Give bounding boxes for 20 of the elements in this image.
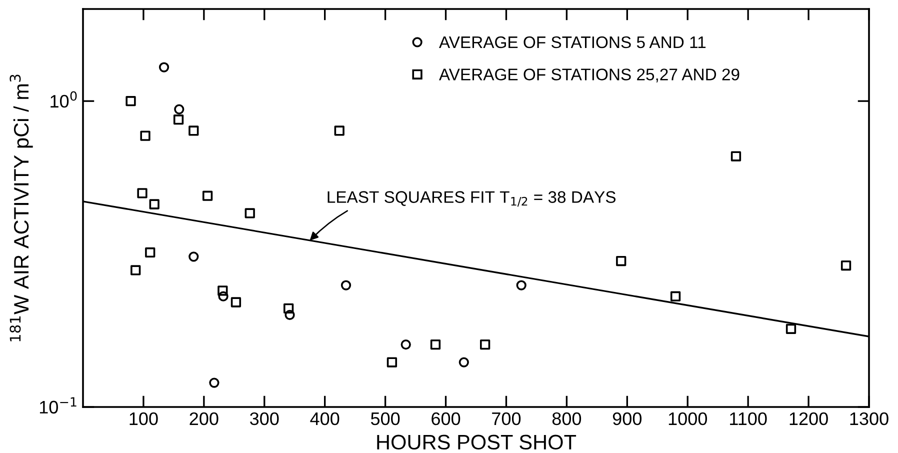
x-tick-label: 1300 bbox=[850, 412, 888, 426]
y-tick-label: 10$^{−1}$ bbox=[40, 397, 76, 414]
x-tick-label: 1100 bbox=[730, 412, 767, 426]
legend-label: AVERAGE OF STATIONS 25,27 AND 29 bbox=[438, 68, 740, 82]
x-tick-label: 900 bbox=[612, 412, 642, 426]
x-tick-label: 200 bbox=[190, 412, 218, 426]
x-tick-label: 500 bbox=[370, 412, 400, 426]
legend-label: AVERAGE OF STATIONS 5 AND 11 bbox=[438, 36, 706, 48]
x-tick-label: 100 bbox=[130, 412, 158, 426]
x-tick-label: 700 bbox=[492, 412, 521, 426]
y-axis-title: $^{181}$W AIR ACTIVITY pCi / m$^{3}$ bbox=[10, 74, 33, 342]
x-tick-label: 300 bbox=[250, 412, 279, 426]
x-tick-label: 1000 bbox=[668, 412, 707, 426]
annotation: LEAST SQUARES FIT T$_{1/2}$ = 38 DAYS bbox=[328, 191, 616, 207]
x-tick-label: 600 bbox=[432, 412, 460, 426]
x-tick-label: 1200 bbox=[790, 412, 828, 426]
x-tick-label: 400 bbox=[310, 412, 340, 426]
x-axis-title: HOURS POST SHOT bbox=[377, 434, 576, 450]
x-tick-label: 800 bbox=[552, 412, 582, 426]
y-tick-label: 10$^{0}$ bbox=[50, 91, 77, 108]
